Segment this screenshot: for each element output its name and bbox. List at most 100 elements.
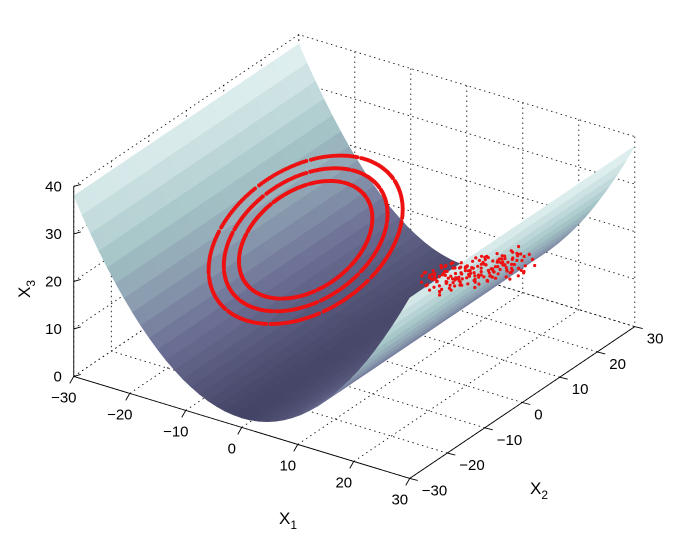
trajectory-point <box>445 269 449 273</box>
trajectory-point <box>437 284 441 288</box>
trajectory-point <box>445 280 449 284</box>
trajectory-point <box>483 258 487 262</box>
x2-tick-mark <box>522 402 531 405</box>
trajectory-point <box>356 272 360 277</box>
trajectory-point <box>439 263 443 268</box>
trajectory-point <box>505 269 509 273</box>
x2-tick-label: −10 <box>497 432 522 449</box>
trajectory-point <box>459 261 463 265</box>
trajectory-point <box>451 261 455 265</box>
trajectory-point <box>440 287 444 291</box>
trajectory-point <box>516 274 520 278</box>
x3-tick-label: 20 <box>45 273 62 290</box>
x3-tick-mark <box>73 326 81 330</box>
x1-tick-mark <box>125 393 131 401</box>
trajectory-point <box>495 252 499 256</box>
trajectory-point <box>392 242 397 247</box>
grid-line-x1 <box>353 119 580 462</box>
trajectory-point <box>465 265 469 269</box>
x2-tick-label: −30 <box>422 482 447 499</box>
trajectory-point <box>517 266 521 270</box>
trajectory-point <box>435 279 439 283</box>
trajectory-point <box>491 267 495 271</box>
x2-tick-label: 20 <box>609 356 626 373</box>
x2-tick-mark <box>447 452 456 456</box>
x3-tick-mark <box>73 373 81 377</box>
trajectory-point <box>457 266 462 270</box>
x1-tick-mark <box>181 410 187 418</box>
trajectory-point <box>506 260 510 264</box>
x2-tick-label: 30 <box>647 331 664 348</box>
grid-line-x1 <box>297 102 524 445</box>
x1-tick-label: −10 <box>163 423 188 440</box>
trajectory-point <box>364 240 369 245</box>
trajectory-point <box>472 278 476 283</box>
x3-tick-mark <box>73 183 81 187</box>
trajectory-point <box>503 254 507 258</box>
trajectory-point <box>486 279 490 283</box>
trajectory-point <box>312 289 317 294</box>
trajectory-point <box>477 275 481 279</box>
x1-tick-labels: −30 −20 −10 0 10 20 30 <box>51 389 408 508</box>
trajectory-point <box>504 275 508 279</box>
trajectory-point <box>271 200 276 205</box>
x1-tick-label: 30 <box>391 491 408 508</box>
trajectory-point <box>515 258 519 262</box>
trajectory-point <box>422 271 426 275</box>
trajectory-point <box>519 268 523 272</box>
x2-tick-label: 0 <box>534 407 542 424</box>
trajectory-point <box>503 257 507 261</box>
trajectory-point <box>508 271 512 275</box>
x3-tick-label: 0 <box>53 368 61 385</box>
trajectory-point <box>479 273 483 277</box>
trajectory-point <box>446 276 450 280</box>
trajectory-point <box>460 277 464 281</box>
trajectory-point <box>444 263 448 268</box>
trajectory-point <box>219 225 224 230</box>
x2-tick-mark <box>597 351 606 355</box>
trajectory-point <box>479 266 483 270</box>
trajectory-point <box>487 271 491 275</box>
trajectory-point <box>308 169 313 174</box>
trajectory-point <box>458 283 462 287</box>
trajectory-point <box>453 284 457 288</box>
trajectory-point <box>533 263 537 268</box>
x1-tick-label: 20 <box>335 474 352 491</box>
trajectory-point <box>309 157 313 162</box>
trajectory-point <box>463 269 467 273</box>
trajectory-point <box>420 280 424 284</box>
trajectory-point <box>314 300 319 305</box>
x3-tick-mark <box>73 231 81 235</box>
trajectory-point <box>496 272 500 276</box>
trajectory-point <box>428 273 432 277</box>
trajectory-point <box>392 179 397 184</box>
surface-mesh <box>73 43 636 423</box>
x3-axis-label: X3 <box>15 280 38 298</box>
trajectory-point <box>420 274 424 278</box>
x3-tick-labels: 0 10 20 30 40 <box>45 178 62 385</box>
trajectory-point <box>477 258 481 262</box>
x1-tick-mark <box>349 461 355 469</box>
trajectory-point <box>427 276 432 280</box>
trajectory-point <box>523 264 527 268</box>
trajectory-point <box>471 259 475 263</box>
grid-line-x2 <box>110 161 448 454</box>
trajectory-point <box>497 260 501 264</box>
trajectory-point <box>491 259 495 263</box>
trajectory-point <box>500 254 504 258</box>
x1-tick-mark <box>405 478 411 486</box>
trajectory-point <box>221 266 226 271</box>
trajectory-point <box>503 263 507 267</box>
trajectory-point <box>457 278 461 283</box>
trajectory-point <box>276 296 281 301</box>
trajectory-point <box>473 285 477 290</box>
trajectory-point <box>530 257 535 261</box>
trajectory-point <box>431 272 435 276</box>
trajectory-point <box>264 321 269 326</box>
x1-tick-label: −20 <box>107 406 132 423</box>
trajectory-point <box>378 241 383 246</box>
trajectory-point <box>443 273 447 277</box>
trajectory-point <box>472 271 476 275</box>
x3-tick-mark <box>73 278 81 282</box>
